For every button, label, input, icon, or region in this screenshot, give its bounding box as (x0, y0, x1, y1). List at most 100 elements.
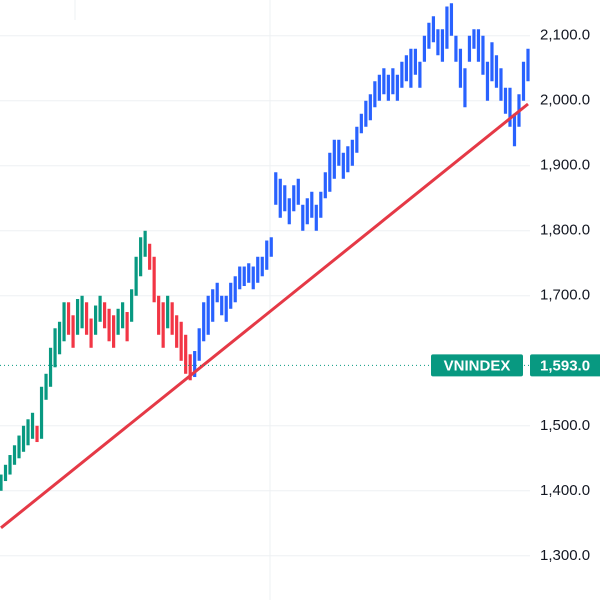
price-bar (467, 35, 472, 62)
y-tick-label: 2,100.0 (540, 27, 590, 44)
price-bar (283, 185, 287, 212)
price-bar (436, 29, 440, 56)
price-bar (188, 354, 192, 381)
price-bar (143, 230, 147, 257)
price-bar (53, 328, 57, 368)
price-bar (449, 3, 454, 36)
price-bar (107, 308, 111, 342)
price-bar (422, 35, 427, 62)
price-bar (409, 48, 413, 88)
price-bar (463, 68, 467, 108)
price-bar (323, 172, 327, 199)
price-bar (337, 139, 341, 166)
price-bar (278, 178, 282, 218)
price-bar (35, 425, 39, 443)
price-bar (229, 282, 233, 309)
price-bar (148, 243, 152, 270)
trend-line (0, 102, 529, 530)
price-label: 1,593.0 (540, 357, 590, 374)
price-bar (3, 464, 8, 482)
price-bar (57, 321, 62, 355)
price-bar (89, 318, 93, 348)
price-bar (418, 61, 422, 88)
price-bar (102, 302, 107, 329)
price-bar (395, 74, 399, 101)
price-bar (256, 256, 260, 283)
price-bar (121, 302, 125, 329)
price-bar (0, 474, 3, 491)
price-bar (197, 328, 201, 361)
price-bar (319, 191, 323, 218)
price-bar (382, 68, 386, 95)
price-bar (202, 302, 206, 342)
price-bar (93, 305, 98, 335)
price-bar (184, 334, 188, 374)
y-tick-label: 1,900.0 (540, 157, 590, 174)
price-bar (233, 276, 237, 303)
price-bar (112, 315, 116, 348)
y-tick-label: 1,300.0 (540, 547, 590, 564)
price-bar (62, 302, 66, 342)
y-tick-label: 1,700.0 (540, 287, 590, 304)
price-bar (427, 22, 431, 49)
price-bar (247, 263, 251, 283)
price-bar (265, 240, 269, 270)
price-bar (355, 126, 359, 153)
price-bar (251, 266, 255, 290)
price-bar (328, 152, 332, 192)
price-bar (476, 29, 481, 62)
price-bar (454, 35, 458, 62)
price-bar (8, 455, 12, 475)
price-bar (413, 48, 417, 75)
price-bar (242, 266, 246, 287)
price-bar (193, 351, 197, 378)
price-bar (368, 94, 372, 121)
price-bar (98, 295, 102, 322)
price-bar (84, 302, 89, 335)
price-bar (341, 152, 345, 179)
price-bar (211, 289, 215, 322)
price-bar (494, 55, 499, 88)
price-bar (12, 445, 17, 465)
price-bar (179, 321, 183, 361)
price-bar (332, 139, 336, 179)
price-bar (17, 435, 21, 459)
symbol-label: VNINDEX (444, 357, 511, 374)
price-bar (274, 172, 278, 205)
price-bar (269, 237, 273, 257)
y-tick-label: 2,000.0 (540, 92, 590, 109)
price-bar (287, 198, 291, 225)
price-bar (458, 48, 463, 88)
price-bar (400, 61, 404, 88)
price-bar (445, 6, 449, 49)
price-bar (391, 68, 395, 95)
price-bar (521, 61, 526, 101)
price-bar (350, 139, 354, 166)
price-bar (80, 295, 84, 329)
price-bar (220, 295, 224, 316)
price-bar (48, 347, 53, 387)
price-bar (224, 295, 228, 322)
price-bar (373, 81, 377, 108)
price-bar (440, 29, 445, 62)
price-bar (125, 312, 129, 342)
price-bar (377, 74, 381, 101)
price-bar (30, 412, 35, 439)
price-bar (301, 204, 305, 231)
price-bar (472, 29, 476, 49)
price-bar (21, 425, 26, 452)
price-bar (206, 295, 210, 335)
price-bar (44, 373, 48, 400)
price-bar (364, 100, 368, 127)
price-bar (39, 386, 44, 439)
price-bar (359, 113, 363, 134)
price-bar (305, 198, 309, 225)
symbol-tag (431, 354, 523, 377)
price-bar (481, 35, 485, 75)
price-bar (152, 256, 156, 303)
price-bar (157, 295, 161, 335)
price-bar (503, 87, 508, 114)
price-bar (215, 282, 219, 303)
